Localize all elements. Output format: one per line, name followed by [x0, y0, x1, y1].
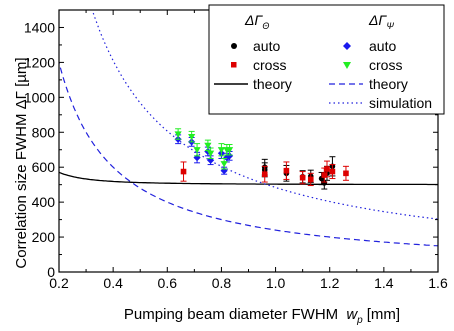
x-axis-label-unit: [mm] [367, 306, 400, 323]
y-tick-label: 0 [47, 264, 55, 280]
psi-cross-point [193, 143, 201, 157]
legend-psi-simulation-label: simulation [369, 95, 432, 111]
legend-theta-theory-label: theory [253, 76, 292, 92]
legend-psi-auto-label: auto [369, 38, 396, 54]
legend-psi-auto-marker [343, 42, 351, 50]
theta-cross-point [324, 160, 331, 178]
legend-psi-cross-marker [343, 62, 351, 69]
x-tick-label: 1.0 [266, 275, 286, 291]
theta-cross-point [329, 164, 336, 180]
legend-psi-cross-label: cross [369, 57, 402, 73]
psi-cross-marker [188, 134, 196, 141]
legend-theta-cross-label: cross [253, 57, 286, 73]
x-tick-label: 0.4 [103, 275, 123, 291]
psi-cross-marker [217, 147, 226, 154]
psi-cross-marker [204, 142, 212, 149]
psi-cross-marker [193, 147, 201, 154]
y-tick-label: 1400 [24, 19, 55, 35]
psi-cross-point [207, 147, 215, 159]
curves [59, 10, 438, 247]
theta-cross-marker [321, 172, 328, 178]
legend-theta-header: ΔΓΘ [244, 12, 269, 31]
x-tick-label: 1.6 [428, 275, 448, 291]
x-tick-label: 0.8 [212, 275, 232, 291]
x-tick-label: 0.6 [158, 275, 178, 291]
x-axis-label-var: w [346, 306, 358, 323]
psi-cross-marker [225, 147, 234, 154]
psi-cross-point [225, 143, 234, 156]
x-axis-label-text: Pumping beam diameter FWHM [124, 306, 338, 323]
legend-psi-header: ΔΓΨ [368, 12, 394, 31]
theta-cross-point [299, 171, 306, 185]
legend-psi-theory-label: theory [369, 76, 408, 92]
y-tick-label: 600 [32, 159, 56, 175]
theta-cross-marker [343, 170, 349, 177]
data-points [174, 128, 349, 190]
y-tick-label: 200 [32, 229, 56, 245]
y-tick-label: 400 [32, 194, 56, 210]
psi-cross-point [204, 139, 212, 152]
theta-cross-marker [261, 171, 268, 177]
theta-auto-marker [321, 180, 328, 186]
theta-cross-marker [324, 166, 330, 172]
y-axis: 0 200 400 600 800 1000 1200 1400 [24, 19, 438, 280]
theta-theory-curve [59, 171, 438, 186]
y-axis-label: Correlation size FWHM ΔΓ [µm] [13, 57, 30, 268]
psi-theory-curve [59, 59, 438, 247]
legend-box [208, 4, 445, 115]
psi-cross-point [174, 128, 182, 140]
x-axis: 0.2 0.4 0.6 0.8 1.0 1.2 1.4 1.6 [49, 10, 448, 291]
legend-theta-auto-label: auto [253, 38, 280, 54]
theta-cross-point [283, 161, 290, 180]
x-tick-label: 1.2 [320, 275, 340, 291]
theta-cross-point [307, 172, 314, 187]
psi-auto-marker [225, 152, 234, 160]
theta-cross-point [261, 165, 268, 183]
psi-cross-point [217, 143, 226, 157]
theta-cross-point [180, 161, 187, 182]
psi-cross-marker [220, 161, 228, 168]
x-tick-label: 0.2 [49, 275, 69, 291]
x-axis-label: Pumping beam diameter FWHM wp [mm] [124, 306, 400, 326]
psi-cross-point [220, 157, 228, 170]
theta-cross-marker [283, 167, 290, 174]
y-tick-label: 1200 [24, 54, 55, 70]
psi-cross-marker [174, 131, 182, 138]
theta-cross-point [342, 165, 349, 181]
theta-cross-marker [307, 176, 314, 183]
legend-theta-cross-marker [231, 62, 237, 68]
legend-theta-auto-marker [231, 43, 237, 49]
x-axis-label-sub: p [356, 315, 363, 326]
psi-cross-marker [207, 150, 215, 157]
legend: ΔΓΘ ΔΓΨ auto cross theory auto cross the… [208, 4, 445, 115]
theta-cross-marker [299, 174, 306, 181]
x-tick-label: 1.4 [374, 275, 394, 291]
theta-cross-marker [329, 168, 336, 175]
plot-area [59, 10, 438, 247]
theta-cross-marker [180, 168, 187, 175]
y-tick-label: 800 [32, 124, 56, 140]
y-tick-label: 1000 [24, 89, 55, 105]
psi-simulation-curve [91, 10, 438, 220]
psi-cross-point [188, 130, 196, 143]
